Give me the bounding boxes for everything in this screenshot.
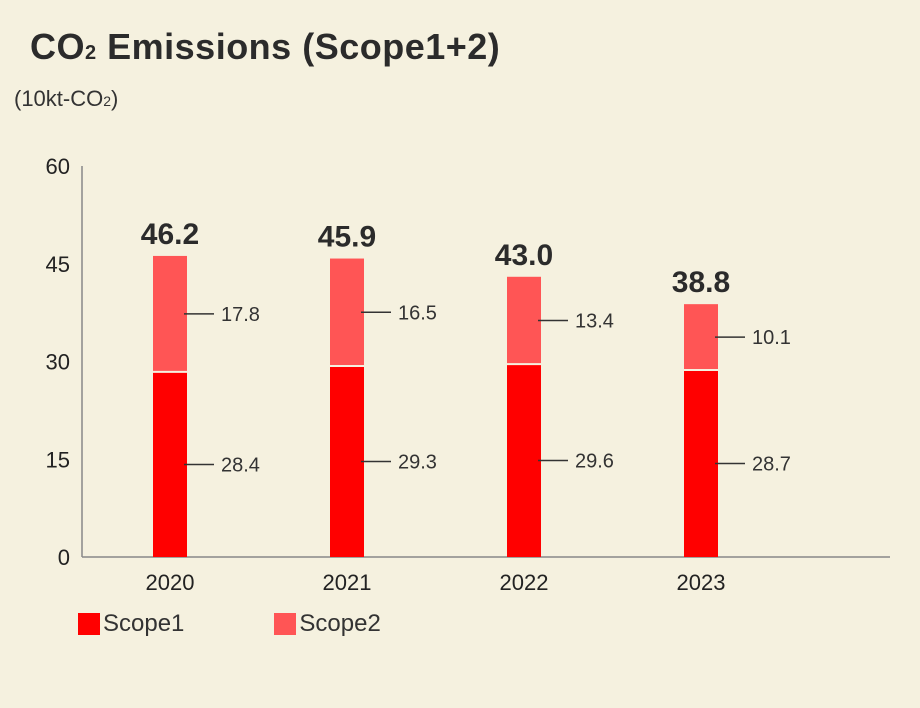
bar-scope2 [684,304,718,370]
total-label: 45.9 [318,221,376,254]
y-axis-unit: (10kt-CO2) [14,86,119,111]
x-tick-label: 2022 [500,570,549,595]
bar-scope2 [330,258,364,367]
bar-scope1 [153,371,187,557]
data-label-scope2: 10.1 [752,327,791,349]
data-label-scope2: 16.5 [398,302,437,324]
data-label-scope1: 29.6 [575,451,614,473]
y-tick-label: 45 [46,252,70,277]
data-label-scope2: 17.8 [221,304,260,326]
data-label-scope1: 29.3 [398,452,437,474]
legend: Scope1 Scope2 [78,610,471,638]
x-tick-label: 2020 [146,570,195,595]
x-tick-label: 2023 [677,570,726,595]
data-label-scope2: 13.4 [575,310,614,332]
y-tick-label: 60 [46,154,70,179]
y-tick-label: 0 [58,545,70,570]
legend-swatch-scope2 [274,613,297,635]
bar-scope1 [330,366,364,557]
chart-title: CO2 Emissions (Scope1+2) [30,26,501,67]
y-tick-label: 15 [46,447,70,472]
total-label: 43.0 [495,239,553,272]
bar-scope1 [684,369,718,557]
total-label: 46.2 [141,218,199,251]
data-label-scope1: 28.7 [752,453,791,475]
bar-scope2 [153,255,187,372]
total-label: 38.8 [672,266,730,299]
legend-label-scope2: Scope2 [299,610,381,637]
bar-scope1 [507,364,541,557]
legend-item-scope1: Scope1 [78,610,184,638]
legend-label-scope1: Scope1 [103,610,185,637]
x-tick-label: 2021 [323,570,372,595]
bar-scope2 [507,276,541,365]
legend-item-scope2: Scope2 [274,610,381,638]
y-tick-label: 30 [46,350,70,375]
legend-swatch-scope1 [78,613,100,635]
data-label-scope1: 28.4 [221,454,260,476]
